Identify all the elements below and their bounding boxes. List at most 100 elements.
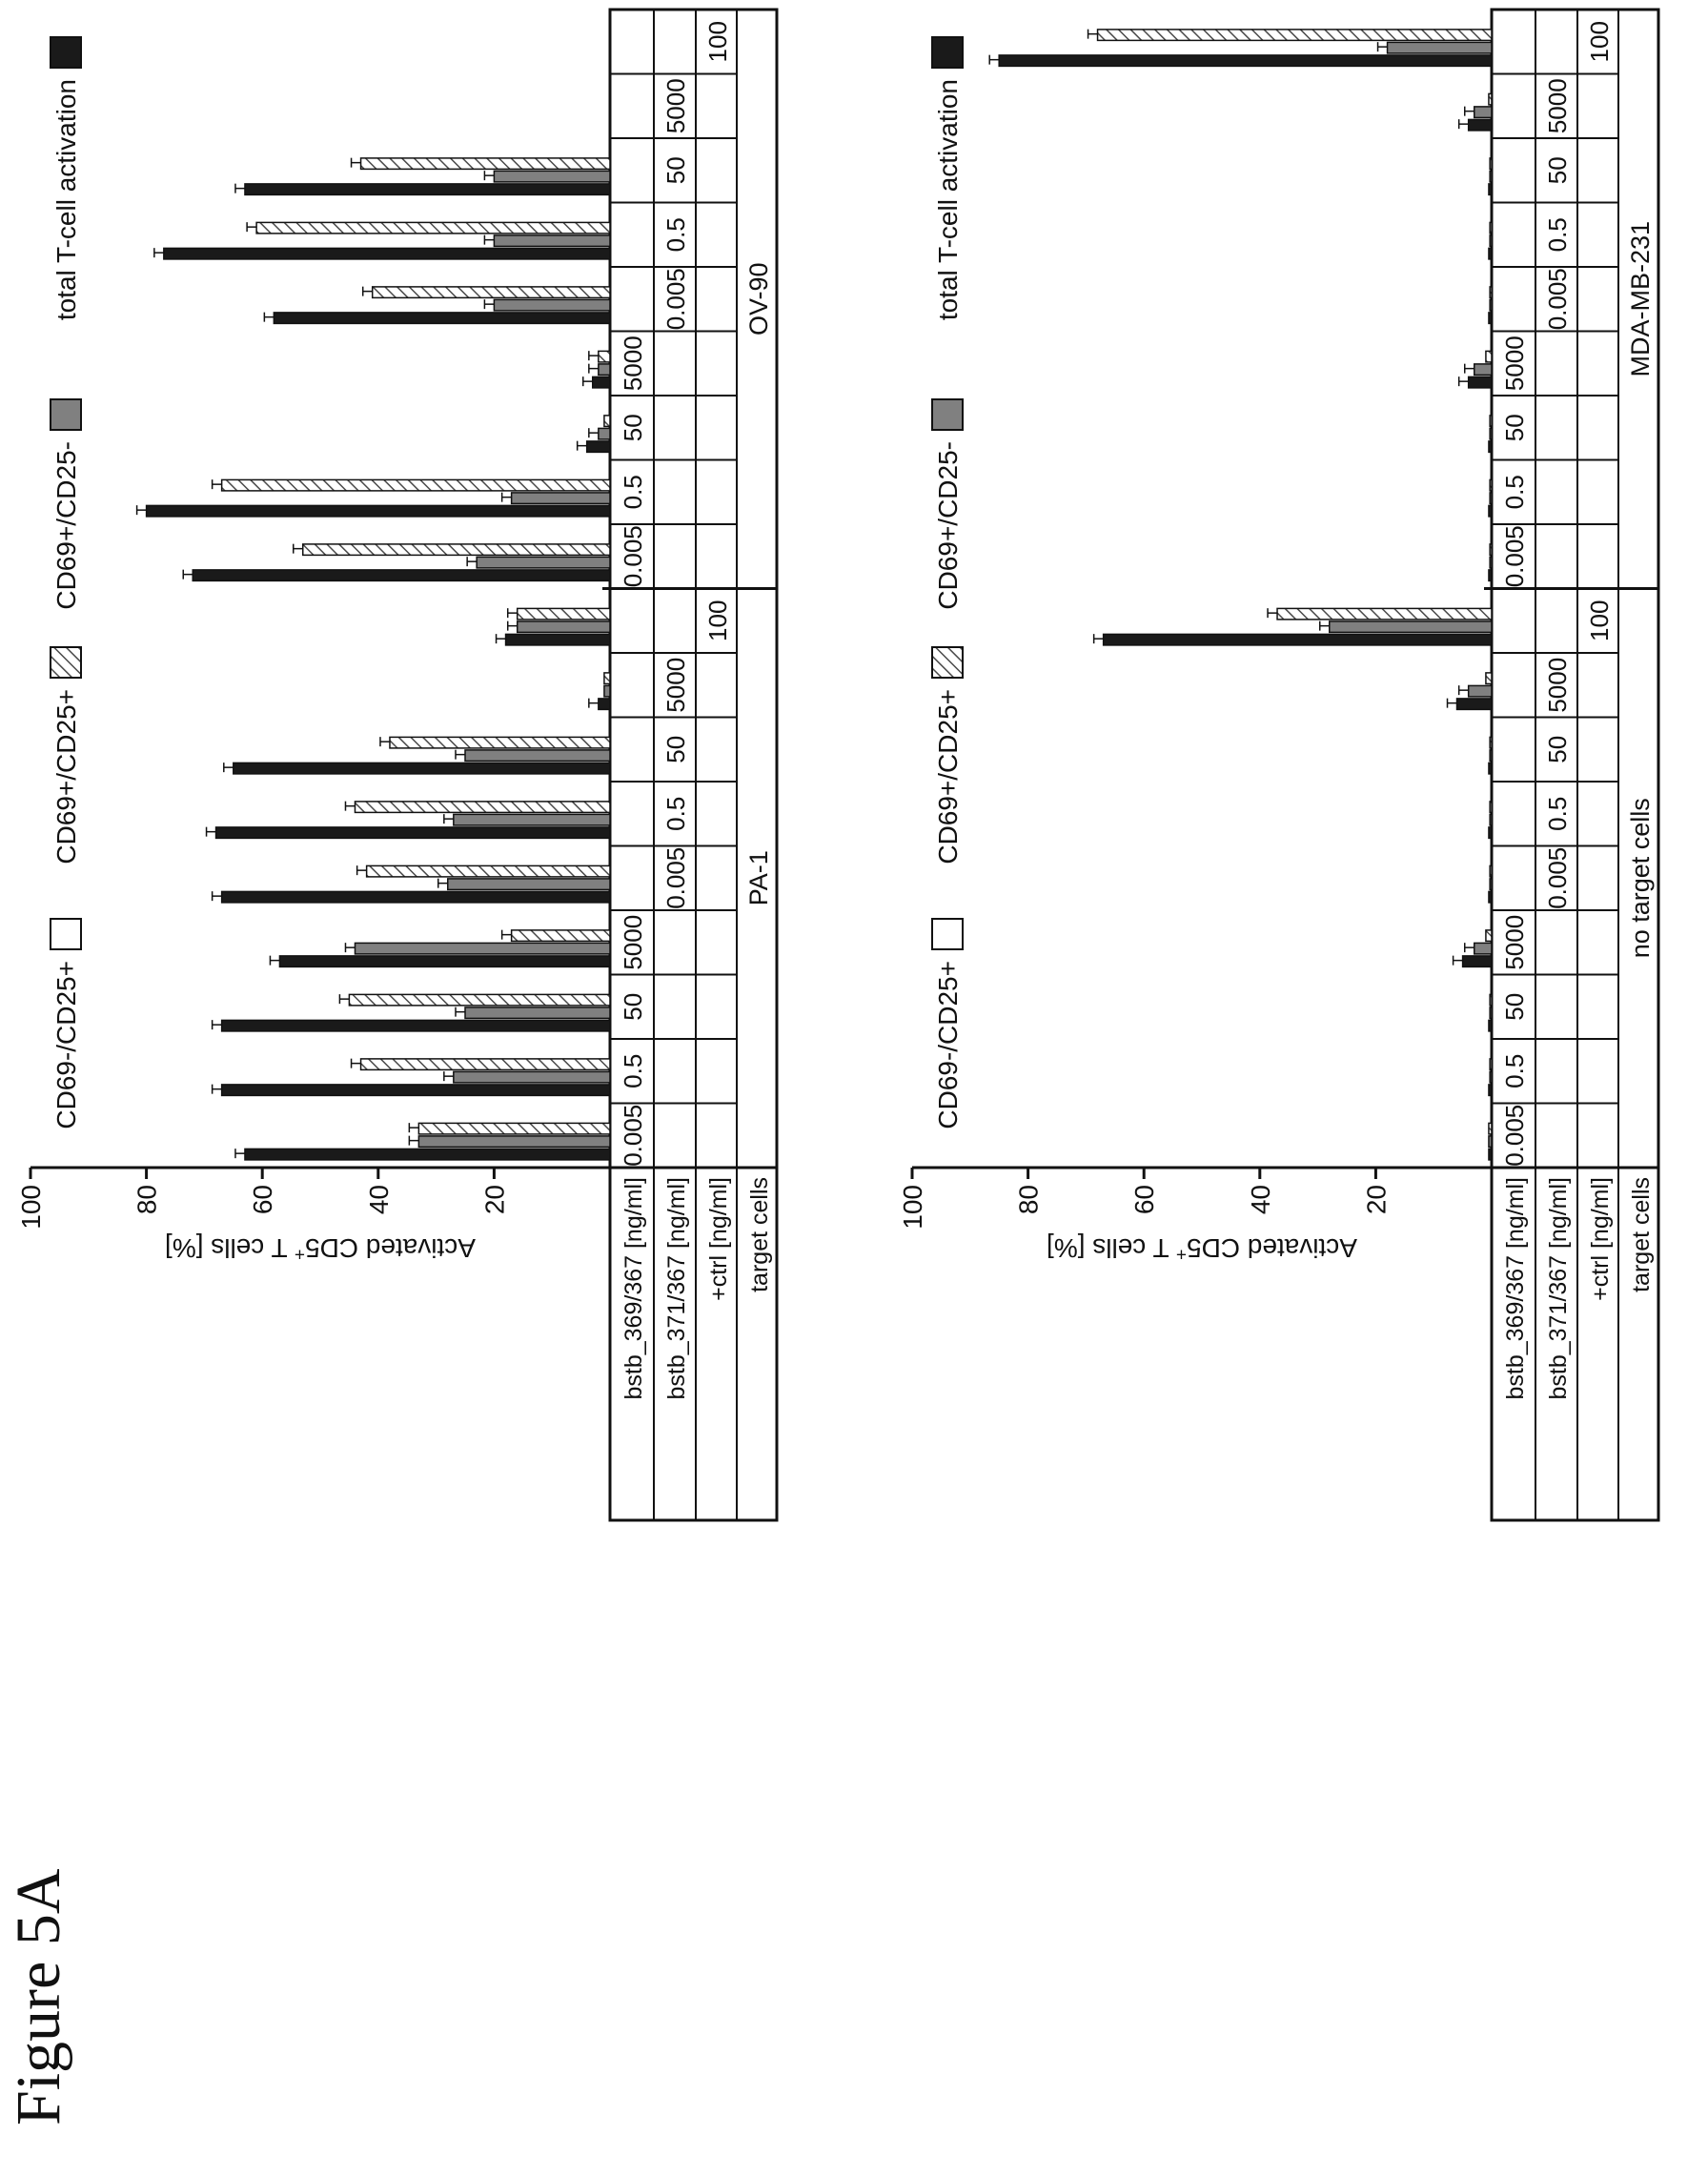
bar-cd69_pos_cd25_neg bbox=[476, 556, 611, 569]
legend-label: CD69+/CD25- bbox=[933, 441, 963, 610]
bar-cd69_pos_cd25_neg bbox=[1489, 427, 1493, 440]
table-cell: 0.5 bbox=[1500, 475, 1529, 509]
bar-total bbox=[1488, 1148, 1493, 1161]
bar-cd69_pos_cd25_pos bbox=[1489, 864, 1493, 878]
plot-area: total T-cell activation CD69+/CD25- CD69+/… bbox=[16, 8, 779, 1522]
bar-cd69_pos_cd25_pos bbox=[348, 993, 611, 1007]
table-cell: 0.5 bbox=[619, 1054, 647, 1088]
bar-cd69_pos_cd25_pos bbox=[389, 736, 611, 749]
bar-cd69_pos_cd25_neg bbox=[603, 684, 611, 698]
bar-cd69_pos_cd25_pos bbox=[1489, 543, 1493, 557]
target-cell-label: MDA-MB-231 bbox=[1626, 221, 1655, 377]
y-axis-label-tail: T cells [%] bbox=[165, 1233, 295, 1263]
bar-cd69_pos_cd25_pos bbox=[603, 415, 611, 428]
y-tick-label: 100 bbox=[898, 1185, 927, 1230]
y-tick-label: 20 bbox=[479, 1185, 509, 1214]
y-tick-label: 80 bbox=[132, 1185, 162, 1214]
legend-swatch bbox=[931, 398, 964, 431]
bar-total bbox=[220, 1019, 611, 1032]
table-cell: 50 bbox=[1500, 993, 1529, 1021]
bar-cd69_pos_cd25_neg bbox=[1489, 749, 1493, 763]
bar-total bbox=[504, 633, 611, 646]
bar-total bbox=[192, 569, 611, 582]
table-cell: 0.005 bbox=[661, 268, 690, 330]
bar-cd69_pos_cd25_neg bbox=[1489, 492, 1493, 505]
legend-swatch bbox=[931, 36, 964, 69]
bar-cd69_pos_cd25_neg bbox=[1489, 170, 1493, 183]
bar-cd69_pos_cd25_pos bbox=[359, 157, 611, 171]
bar-total bbox=[273, 312, 611, 325]
bar-total bbox=[592, 376, 611, 389]
bar-cd69_pos_cd25_pos bbox=[510, 929, 611, 943]
table-cell: 5000 bbox=[1543, 658, 1572, 713]
table-cell: 5000 bbox=[1500, 915, 1529, 970]
bar-cd69_pos_cd25_pos bbox=[371, 286, 611, 299]
legend-label: CD69-/CD25+ bbox=[51, 961, 81, 1129]
legend-swatch bbox=[50, 398, 82, 431]
legend-swatch bbox=[931, 918, 964, 950]
bar-cd69_pos_cd25_neg bbox=[1489, 556, 1493, 569]
bar-cd69_pos_cd25_pos bbox=[598, 350, 611, 363]
bar-cd69_pos_cd25_neg bbox=[464, 749, 611, 763]
bar-total bbox=[1488, 890, 1493, 904]
bar-total bbox=[163, 247, 611, 260]
y-axis-label-tail: T cells [%] bbox=[1047, 1233, 1176, 1263]
bar-cd69_pos_cd25_neg bbox=[1488, 1135, 1493, 1149]
bar-cd69_pos_cd25_pos bbox=[417, 1122, 611, 1135]
bar-cd69_pos_cd25_neg bbox=[1489, 1007, 1493, 1020]
table-row-label: +ctrl [ng/ml] bbox=[705, 1177, 732, 1301]
y-axis-label-sup: + bbox=[1176, 1244, 1187, 1264]
y-axis-label-sup: + bbox=[295, 1244, 305, 1264]
table-cell: 0.5 bbox=[1543, 797, 1572, 831]
y-axis-label: Activated CD5+ T cells [%] bbox=[1047, 1233, 1357, 1264]
bar-cd69_pos_cd25_pos bbox=[1276, 607, 1493, 620]
bar-cd69_pos_cd25_neg bbox=[1489, 234, 1493, 248]
bar-cd69_pos_cd25_neg bbox=[417, 1135, 611, 1149]
y-axis-label: Activated CD5+ T cells [%] bbox=[165, 1233, 476, 1264]
table-cell: 50 bbox=[661, 156, 690, 184]
table-row-label: bstb_369/367 [ng/ml] bbox=[1502, 1177, 1529, 1400]
bar-cd69_pos_cd25_neg bbox=[493, 234, 611, 248]
table-cell: 100 bbox=[703, 21, 732, 62]
legend-swatch bbox=[50, 918, 82, 950]
table-cell: 0.5 bbox=[661, 797, 690, 831]
bar-total bbox=[1467, 376, 1493, 389]
bar-total bbox=[998, 54, 1493, 68]
legend-swatch bbox=[50, 646, 82, 679]
table-cell: 100 bbox=[1585, 21, 1614, 62]
bar-cd69_pos_cd25_neg bbox=[1467, 684, 1493, 698]
y-tick-label: 60 bbox=[1129, 1185, 1159, 1214]
table-cell: 0.005 bbox=[661, 847, 690, 909]
bar-cd69_pos_cd25_pos bbox=[1096, 29, 1493, 42]
bar-cd69_pos_cd25_pos bbox=[302, 543, 611, 557]
legend-label: CD69+/CD25+ bbox=[933, 689, 963, 864]
bar-cd69_pos_cd25_pos bbox=[1489, 415, 1493, 428]
bar-cd69_pos_cd25_neg bbox=[1489, 298, 1493, 312]
bar-total bbox=[1488, 569, 1493, 582]
bar-total bbox=[1102, 633, 1493, 646]
table-row-label: bstb_371/367 [ng/ml] bbox=[1545, 1177, 1572, 1400]
bar-total bbox=[585, 440, 611, 454]
bar-cd69_pos_cd25_neg bbox=[493, 170, 611, 183]
legend-label: CD69+/CD25+ bbox=[51, 689, 81, 864]
bar-cd69_pos_cd25_neg bbox=[1489, 878, 1493, 891]
bar-cd69_pos_cd25_neg bbox=[453, 813, 611, 826]
table-cell: 5000 bbox=[619, 915, 647, 970]
table-cell: 0.5 bbox=[1500, 1054, 1529, 1088]
bar-total bbox=[1488, 183, 1493, 196]
bar-total bbox=[598, 698, 611, 711]
bar-total bbox=[1488, 826, 1493, 840]
bar-cd69_pos_cd25_neg bbox=[493, 298, 611, 312]
y-tick-label: 40 bbox=[1246, 1185, 1275, 1214]
table-cell: 100 bbox=[1585, 600, 1614, 641]
bar-cd69_pos_cd25_neg bbox=[447, 878, 611, 891]
bar-cd69_pos_cd25_pos bbox=[1489, 801, 1493, 814]
figure-title: Figure 5A bbox=[4, 1868, 73, 2125]
y-axis-label-main: Activated CD5 bbox=[305, 1233, 476, 1263]
table-cell: 50 bbox=[1543, 736, 1572, 763]
bar-cd69_pos_cd25_pos bbox=[359, 1058, 611, 1071]
table-cell: 50 bbox=[619, 414, 647, 441]
bar-total bbox=[1461, 955, 1493, 968]
table-cell: 0.005 bbox=[619, 525, 647, 587]
